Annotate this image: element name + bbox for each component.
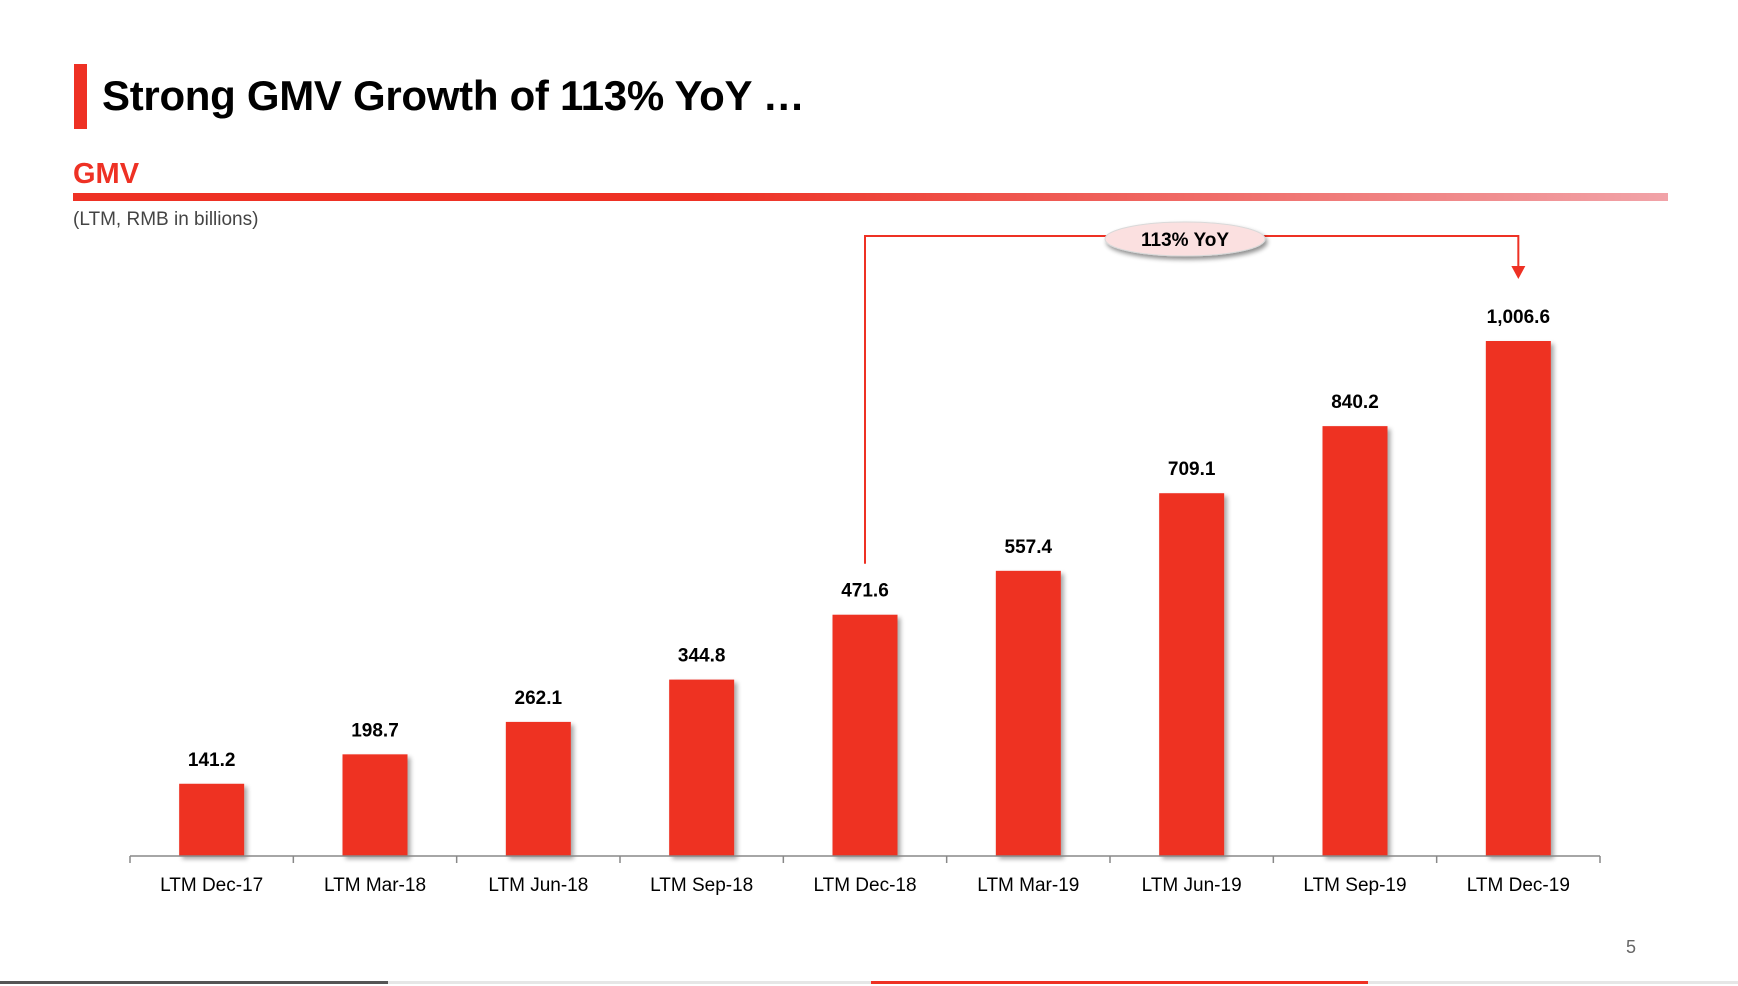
bar-ltm-mar-19 xyxy=(995,570,1061,856)
data-label: 840.2 xyxy=(1331,392,1379,413)
data-label: 709.1 xyxy=(1168,459,1216,480)
page-title: Strong GMV Growth of 113% YoY … xyxy=(102,72,805,119)
data-label: 471.6 xyxy=(841,581,889,602)
page-number: 5 xyxy=(1626,937,1637,957)
data-label: 198.7 xyxy=(351,720,399,741)
data-label: 344.8 xyxy=(678,646,726,667)
x-tick-label: LTM Dec-18 xyxy=(813,875,916,896)
footer-divider-dark xyxy=(0,981,388,984)
bar-ltm-dec-17 xyxy=(179,783,245,856)
bar-ltm-jun-18 xyxy=(505,721,571,856)
chart-subtitle: (LTM, RMB in billions) xyxy=(73,209,259,230)
x-tick-label: LTM Mar-19 xyxy=(977,875,1079,896)
data-label: 262.1 xyxy=(515,688,563,709)
x-tick-label: LTM Jun-18 xyxy=(488,875,588,896)
x-tick-label: LTM Sep-18 xyxy=(650,875,753,896)
data-label: 1,006.6 xyxy=(1487,307,1550,328)
bar-ltm-mar-18 xyxy=(342,754,408,856)
bar-ltm-sep-18 xyxy=(669,679,735,856)
footer-divider-light-2 xyxy=(1368,981,1738,984)
x-tick-label: LTM Dec-17 xyxy=(160,875,263,896)
section-label: GMV xyxy=(73,158,140,190)
x-tick-label: LTM Dec-19 xyxy=(1467,875,1570,896)
bar-ltm-sep-19 xyxy=(1322,426,1388,856)
x-tick-label: LTM Jun-19 xyxy=(1142,875,1242,896)
x-tick-label: LTM Mar-18 xyxy=(324,875,426,896)
bar-ltm-jun-19 xyxy=(1159,493,1225,856)
yoy-arrowhead-icon xyxy=(1511,266,1526,279)
footer-divider-accent xyxy=(871,981,1368,984)
data-label: 557.4 xyxy=(1005,537,1053,558)
yoy-callout-label: 113% YoY xyxy=(1141,230,1229,251)
section-divider xyxy=(73,193,1668,201)
yoy-callout-pill xyxy=(1104,221,1266,257)
x-tick-label: LTM Sep-19 xyxy=(1303,875,1406,896)
bar-ltm-dec-18 xyxy=(832,614,898,856)
bar-ltm-dec-19 xyxy=(1485,341,1551,856)
footer-divider-light xyxy=(388,981,871,984)
data-label: 141.2 xyxy=(188,750,236,771)
title-accent-bar xyxy=(74,64,87,129)
